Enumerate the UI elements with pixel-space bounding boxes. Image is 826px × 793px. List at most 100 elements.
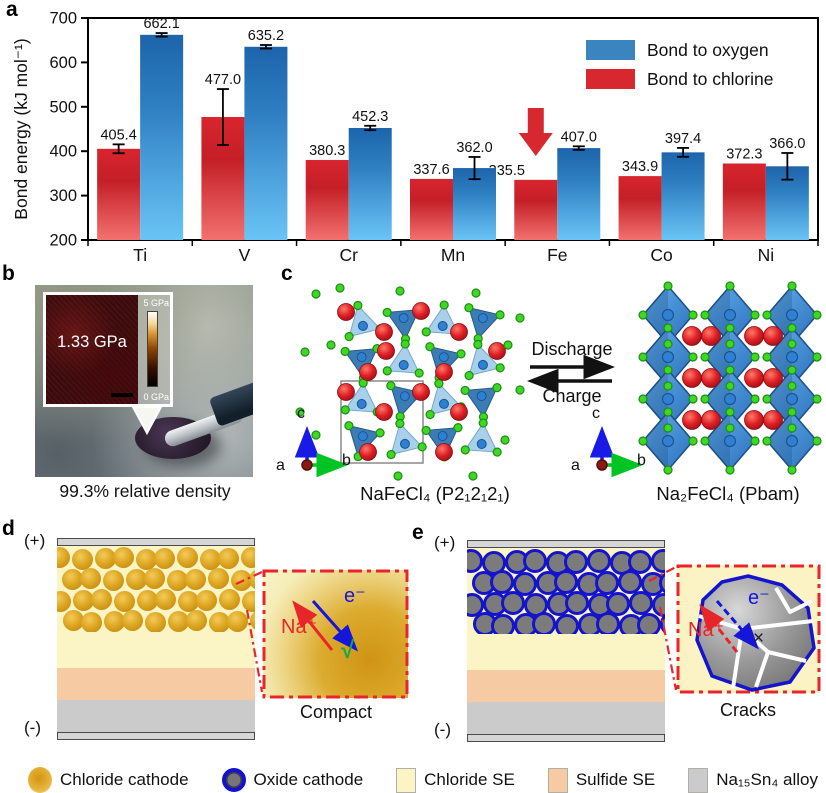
na-atom: [337, 303, 355, 321]
na-atom: [359, 443, 377, 461]
cl-atom: [393, 471, 403, 481]
cl-atom: [638, 394, 648, 404]
positive-terminal-label: (+): [434, 533, 456, 552]
bar: [201, 117, 245, 240]
panel-d-label: d: [2, 517, 15, 540]
cl-atom: [700, 352, 710, 362]
na-atom: [763, 410, 783, 430]
right-structure-formula: Na₂FeCl₄ (Pbam): [656, 483, 800, 504]
bar: [97, 148, 141, 240]
fecl4-tetrahedron: [464, 339, 505, 381]
chloride-cathode-particle: [227, 611, 248, 632]
na-atom: [701, 410, 721, 430]
oxide-cathode-swatch: [221, 768, 246, 792]
chloride-cathode-particle: [209, 612, 230, 632]
bar: [618, 176, 662, 240]
na15sn4-alloy-layer: [467, 702, 665, 734]
cl-atom: [750, 394, 760, 404]
value-label: 452.3: [352, 109, 388, 125]
legend-item: Na₁₅Sn₄ alloy: [688, 767, 818, 793]
cl-atom: [663, 365, 673, 375]
electron-label: e⁻: [748, 587, 770, 609]
na-atom: [682, 410, 702, 430]
chloride-cathode-particle: [241, 547, 255, 568]
tweezers-handle: [208, 365, 253, 427]
y-tick-label: 600: [49, 54, 77, 72]
axis-triad: [589, 426, 643, 478]
cl-atom: [311, 289, 321, 299]
category-label: V: [239, 245, 251, 264]
fecl4-tetrahedron: [425, 342, 466, 383]
bottom-current-collector: [467, 734, 665, 742]
cl-atom: [750, 310, 760, 320]
chloride-cathode-particle: [122, 610, 143, 631]
na-atom: [488, 342, 506, 360]
cl-atom: [688, 352, 698, 362]
cl-atom: [787, 423, 797, 433]
cl-atom: [812, 310, 822, 320]
fecl4-tetrahedron: [421, 423, 463, 462]
na-atom: [375, 403, 393, 421]
cl-atom: [335, 283, 345, 293]
cl-atom: [787, 323, 797, 333]
cl-atom: [725, 281, 735, 291]
chloride-cathode-particle: [219, 589, 240, 610]
fecl4-octahedron: [642, 284, 694, 346]
chloride-cathode-particle: [167, 570, 188, 591]
chloride-cathode-swatch: [28, 767, 52, 793]
cl-atom: [663, 381, 673, 391]
na-atom: [412, 302, 430, 320]
chloride-cathode-particle: [185, 569, 206, 590]
chloride-cathode-particle: [57, 591, 71, 612]
chloride-cathode-particle: [136, 549, 157, 570]
cl-atom: [787, 365, 797, 375]
plot-frame: [87, 17, 819, 241]
cl-atom: [663, 407, 673, 417]
na-atom: [377, 342, 395, 360]
oxide-cathode-particle: [637, 613, 661, 634]
cl-atom: [663, 281, 673, 291]
na-atom: [701, 368, 721, 388]
cl-atom: [688, 436, 698, 446]
top-current-collector: [467, 540, 665, 548]
fecl4-octahedron: [704, 368, 756, 430]
cl-atom: [725, 339, 735, 349]
cl-atom: [688, 310, 698, 320]
oxide-cathode-particle: [651, 549, 665, 573]
chloride-cathode-particle: [126, 569, 147, 590]
chloride-se-layer: [57, 632, 255, 668]
oxide-cathode-particle: [554, 570, 578, 594]
na-atom: [744, 410, 764, 430]
fecl4-tetrahedron: [386, 381, 427, 422]
chloride-cell-stack: [57, 538, 255, 740]
na-atom: [435, 363, 453, 381]
fecl4-octahedron: [766, 368, 818, 430]
fecl4-octahedron: [642, 368, 694, 430]
axis-triad: [294, 426, 348, 478]
chloride-cathode-particle: [137, 590, 158, 611]
cl-atom: [750, 352, 760, 362]
chloride-cathode-particle: [113, 547, 134, 568]
chloride-cathode-particle: [144, 568, 165, 589]
chloride-cathode-particle: [104, 611, 125, 632]
na-atom: [359, 363, 377, 381]
cl-atom: [311, 430, 321, 440]
electron-label: e⁻: [344, 585, 366, 607]
cl-atom: [762, 352, 772, 362]
chloride-cathode-particle: [218, 548, 239, 569]
category-label: Co: [650, 245, 672, 264]
chloride-cathode-particle: [154, 548, 175, 569]
negative-terminal-label: (-): [24, 718, 41, 737]
legend-label: Chloride cathode: [60, 770, 189, 789]
axis-b-label: b: [637, 452, 646, 469]
cl-atom: [787, 281, 797, 291]
bond-energy-bar-chart: 200 300 400 500 600 700 Bond energy (kJ mol⁻¹)…: [11, 10, 819, 264]
sulfide-se-layer: [467, 670, 665, 702]
na-ion-label: Na⁺: [281, 616, 318, 638]
bar: [244, 46, 288, 241]
bar: [305, 159, 349, 240]
legend-swatch: [396, 767, 417, 793]
cl-atom: [787, 465, 797, 475]
value-label: 366.0: [769, 136, 805, 152]
fecl4-octahedron: [766, 284, 818, 346]
